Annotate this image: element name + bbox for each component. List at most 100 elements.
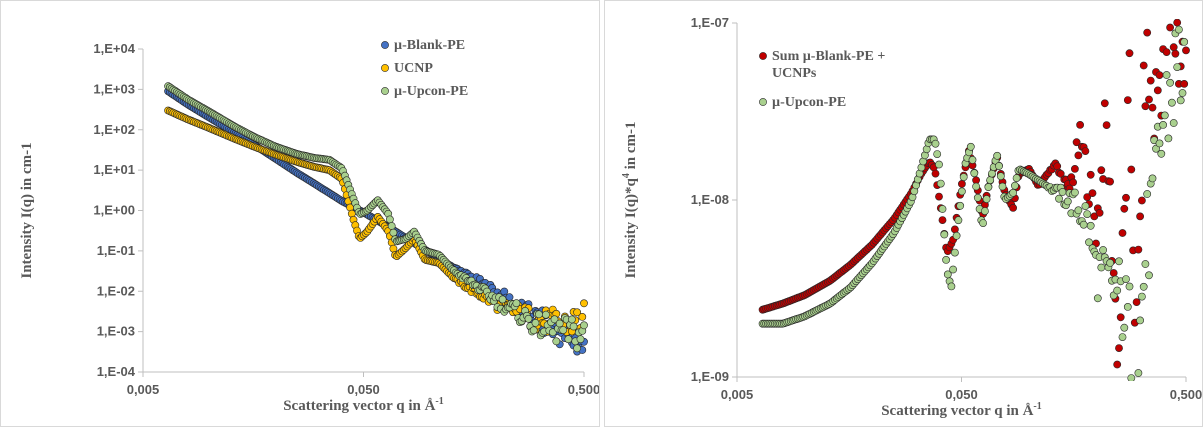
legend-marker [381,41,389,49]
data-point [1145,271,1153,280]
data-point [569,322,578,331]
legend-marker [381,64,389,72]
data-point [979,219,987,227]
data-point [1155,139,1164,148]
data-point [535,310,543,319]
data-point [1159,121,1167,129]
data-point [935,160,943,169]
data-point [966,142,975,151]
data-point [1113,360,1122,369]
data-point [1076,121,1084,129]
data-point [1143,190,1152,198]
data-point [1127,165,1136,174]
data-point [1055,194,1063,203]
x-tick-label: 0,500 [1170,387,1202,402]
data-point [1153,86,1162,95]
data-point [1182,46,1190,55]
data-point [1164,134,1173,143]
series-mu-upcon-pe [164,82,588,353]
data-point [938,216,947,224]
data-point [580,299,588,308]
data-point [950,248,959,257]
data-point [1074,206,1083,215]
data-point [1175,25,1183,34]
data-point [524,314,533,323]
data-point [1125,282,1134,291]
data-point [1136,316,1144,325]
data-point [578,312,587,321]
data-point [1010,181,1019,190]
data-point [1115,344,1123,352]
intensity-chart: 1,E-04 1,E-03 1,E-02 1,E-01 1,E+00 1,E+01 1,E+… [19,38,600,414]
data-point [1168,98,1176,107]
y-tick-label: 1,E+04 [93,41,135,56]
data-point [950,225,959,234]
data-point [1160,111,1169,120]
data-point [1097,263,1106,272]
data-point [980,207,989,215]
y-tick-label: 1,E-09 [691,369,729,384]
data-point [1109,269,1118,277]
y-tick-label: 1,E+00 [93,203,135,218]
data-point [984,183,993,191]
data-point [1139,61,1148,70]
data-point [387,222,396,230]
data-point [548,328,557,337]
data-point [1118,333,1127,341]
data-point [1148,103,1157,112]
data-point [998,182,1007,191]
data-point [1009,203,1017,212]
data-point [1086,221,1095,230]
legend-marker [759,98,767,106]
data-point [931,139,940,148]
data-point [1081,202,1090,210]
data-point [1169,119,1178,127]
data-point [954,216,963,225]
data-point [940,230,949,239]
data-point [1053,162,1062,171]
data-point [559,326,568,334]
legend-label: UCNPs [772,66,817,81]
data-point [1143,28,1152,37]
data-point [1009,188,1017,197]
data-point [957,187,966,196]
data-point [1093,294,1102,303]
legend-marker [381,87,389,95]
data-point [1180,38,1189,46]
data-point [942,255,950,264]
data-point [1173,63,1182,71]
data-point [550,315,559,324]
legend-label: µ-Upcon-PE [772,95,846,110]
data-point [1088,189,1097,197]
data-point [385,215,394,224]
data-point [1127,374,1136,381]
data-point [995,162,1003,170]
legend-marker [759,52,767,60]
y-tick-label: 1,E-04 [97,364,136,379]
data-point [1122,193,1130,202]
data-point [1113,286,1122,295]
data-point [1173,19,1182,27]
x-tick-label: 0,500 [568,382,599,397]
data-point [1115,257,1123,266]
data-point [1118,229,1127,237]
data-point [931,169,940,178]
data-point [531,318,540,327]
y-axis-title: Intensity I(q) in cm-1 [19,142,35,278]
legend-label: µ-Upcon-PE [394,84,468,99]
data-point [1138,196,1146,205]
y-tick-label: 1,E+02 [93,122,135,137]
x-axis-title: Scattering vector q in Å-1 [283,396,444,414]
chart-panel-intensity: 1,E-04 1,E-03 1,E-02 1,E-01 1,E+00 1,E+01 1,E+… [0,0,600,427]
series-mu-upcon-pe [758,25,1189,381]
data-point [993,151,1002,160]
data-point [1178,89,1187,97]
data-point [1141,102,1150,111]
x-tick-label: 0,050 [347,382,380,397]
data-point [1070,164,1079,173]
data-point [529,326,538,335]
porod-chart: 1,E-09 1,E-08 1,E-07 0,005 0,050 0,500 Scatter… [621,15,1202,419]
data-point [1074,151,1083,160]
chart-panel-kratky: 1,E-09 1,E-08 1,E-07 0,005 0,050 0,500 Scatter… [604,0,1203,427]
data-point [952,231,961,240]
